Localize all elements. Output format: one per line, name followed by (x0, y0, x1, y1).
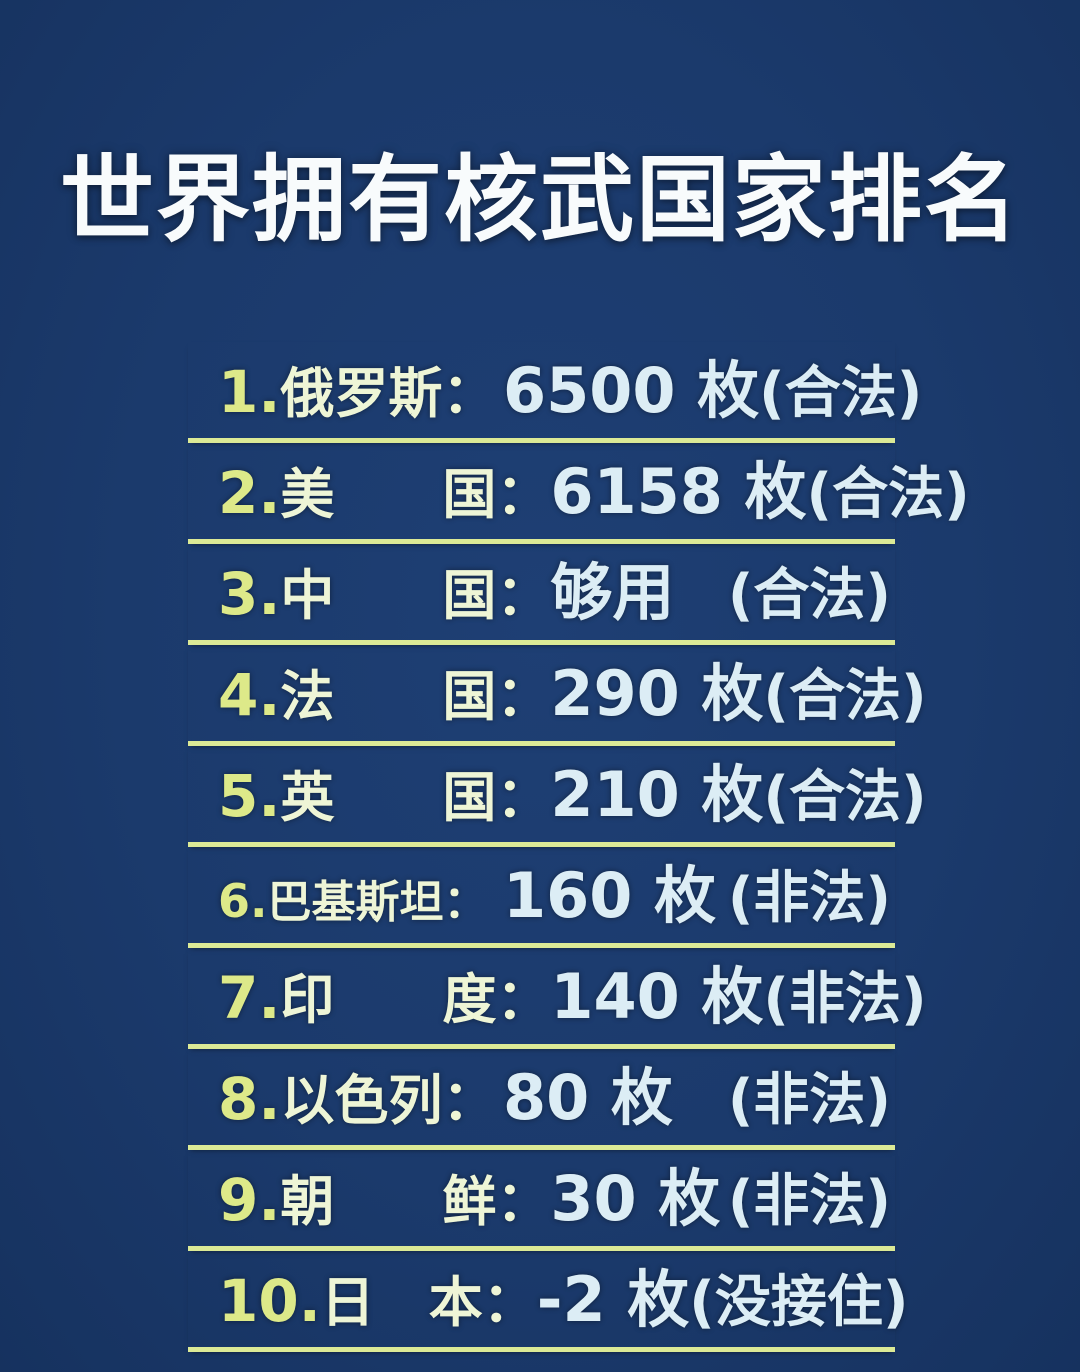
country-name: 美 国： (280, 463, 551, 526)
country-label: 3.中 国： (218, 551, 550, 630)
country-label: 9.朝 鲜： (218, 1157, 550, 1236)
rank-label: 1. (218, 358, 281, 426)
status-label: (非法) (763, 967, 927, 1032)
list-item-content: 3.中 国： 够用 (合法) (218, 542, 891, 632)
warhead-count: -2 枚 (536, 1263, 690, 1336)
country-name: 印 度： (280, 968, 551, 1031)
rank-label: 10. (218, 1267, 321, 1335)
country-label: 7.印 度： (218, 955, 550, 1034)
status-label: (合法) (763, 664, 927, 729)
list-item-israel: 8.以色列： 80 枚 (非法) (188, 1049, 895, 1150)
country-label: 5.英 国： (218, 753, 550, 832)
rank-label: 2. (218, 459, 281, 527)
list-item-content: 5.英 国： 210 枚 (合法) (218, 744, 927, 834)
list-item-content: 8.以色列： 80 枚 (非法) (218, 1047, 891, 1137)
list-item-russia: 1.俄罗斯： 6500 枚 (合法) (188, 340, 922, 443)
ranking-list: 1.俄罗斯： 6500 枚 (合法) 2.美 国： 6158 枚 (合法) 3.… (188, 340, 970, 1352)
page-title: 世界拥有核武国家排名 (59, 146, 1020, 255)
rank-label: 5. (218, 762, 281, 830)
country-label: 8.以色列： (218, 1056, 503, 1135)
status-label: (没接住) (689, 1270, 909, 1335)
list-item-content: 6.巴基斯坦： 160 枚 (非法) (218, 845, 891, 935)
country-name: 朝 鲜： (280, 1170, 551, 1233)
warhead-count: 6500 枚 (503, 354, 760, 427)
country-label: 6.巴基斯坦： (218, 866, 503, 930)
list-item-japan: 10.日 本： -2 枚 (没接住) (188, 1249, 908, 1352)
status-label: (非法) (727, 1169, 891, 1234)
country-name: 中 国： (280, 564, 551, 627)
rank-label: 6. (218, 874, 268, 928)
list-item-content: 1.俄罗斯： 6500 枚 (合法) (218, 340, 922, 430)
list-item-north-korea: 9.朝 鲜： 30 枚 (非法) (188, 1150, 895, 1251)
list-item-uk: 5.英 国： 210 枚 (合法) (188, 744, 927, 847)
warhead-count: 140 枚 (550, 960, 764, 1033)
country-name: 俄罗斯： (280, 362, 497, 425)
list-item-content: 9.朝 鲜： 30 枚 (非法) (218, 1148, 891, 1238)
list-item-usa: 2.美 国： 6158 枚 (合法) (188, 441, 970, 544)
country-name: 英 国： (280, 766, 551, 829)
warhead-count: 210 枚 (550, 758, 764, 831)
status-label: (非法) (727, 1068, 891, 1133)
status-label: (合法) (727, 563, 891, 628)
list-item-content: 10.日 本： -2 枚 (没接住) (218, 1249, 908, 1339)
list-item-content: 7.印 度： 140 枚 (非法) (218, 946, 927, 1036)
country-name: 日 本： (320, 1271, 537, 1334)
country-name: 以色列： (280, 1069, 497, 1132)
rank-label: 9. (218, 1166, 281, 1234)
country-name: 巴基斯坦： (267, 877, 488, 928)
country-label: 2.美 国： (218, 450, 550, 529)
warhead-count: 160 枚 (503, 859, 717, 932)
rank-label: 4. (218, 661, 281, 729)
warhead-count: 290 枚 (550, 657, 764, 730)
status-label: (合法) (763, 765, 927, 830)
country-label: 1.俄罗斯： (218, 349, 503, 428)
list-item-content: 4.法 国： 290 枚 (合法) (218, 643, 927, 733)
status-label: (合法) (759, 361, 923, 426)
rank-label: 8. (218, 1065, 281, 1133)
list-item-content: 2.美 国： 6158 枚 (合法) (218, 441, 970, 531)
list-item-france: 4.法 国： 290 枚 (合法) (188, 643, 927, 746)
country-name: 法 国： (280, 665, 551, 728)
status-label: (合法) (806, 462, 970, 527)
rank-label: 3. (218, 560, 281, 628)
status-label: (非法) (727, 866, 891, 931)
country-label: 4.法 国： (218, 652, 550, 731)
warhead-count: 80 枚 (503, 1061, 673, 1134)
list-item-pakistan: 6.巴基斯坦： 160 枚 (非法) (188, 847, 895, 948)
rank-label: 7. (218, 964, 281, 1032)
warhead-count: 30 枚 (550, 1162, 721, 1235)
list-item-china: 3.中 国： 够用 (合法) (188, 544, 895, 645)
warhead-count: 够用 (550, 556, 675, 629)
list-item-india: 7.印 度： 140 枚 (非法) (188, 946, 927, 1049)
country-label: 10.日 本： (218, 1258, 537, 1337)
warhead-count: 6158 枚 (550, 455, 807, 528)
